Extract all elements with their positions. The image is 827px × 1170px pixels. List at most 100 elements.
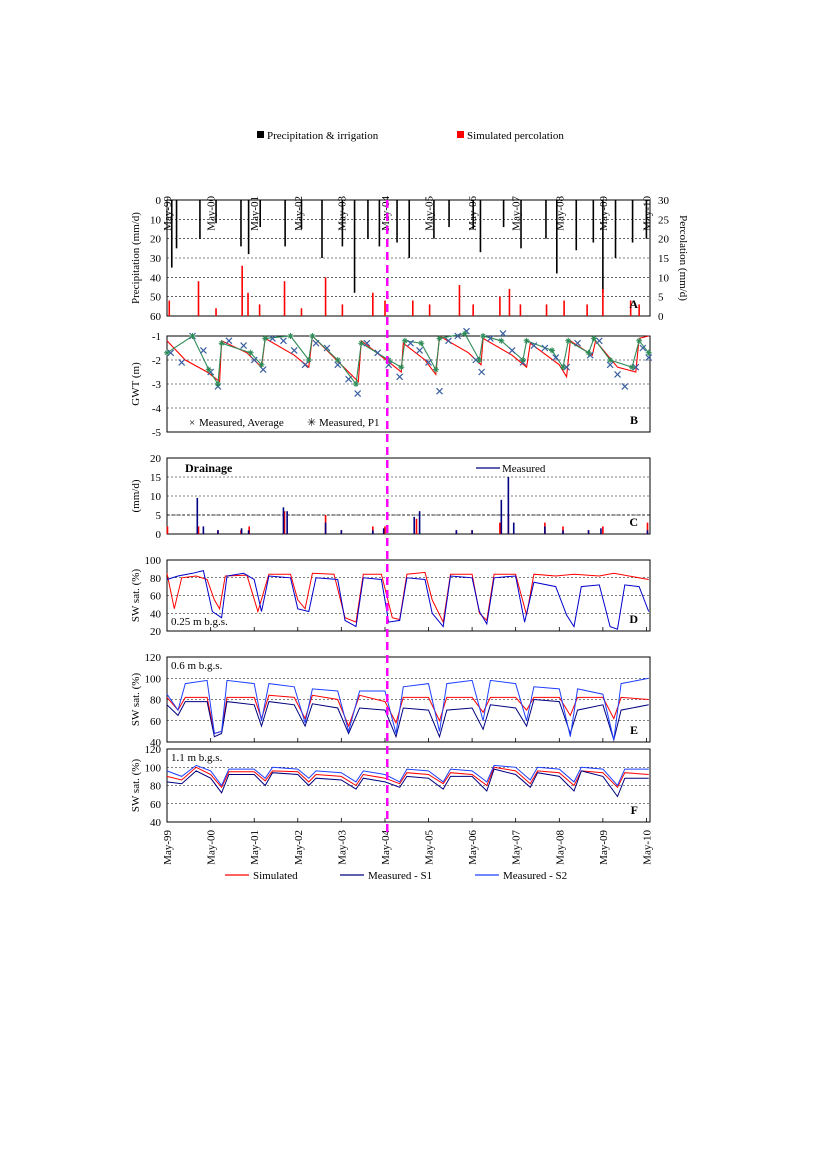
marker-measured-p1	[214, 381, 221, 387]
y-right-tick-label: 5	[658, 292, 664, 304]
marker-measured-average	[486, 334, 494, 342]
marker-measured-p1	[334, 357, 341, 363]
marker-measured-p1	[309, 333, 316, 339]
y-axis-label-sw-d: SW sat. (%)	[130, 569, 142, 623]
series-f-0	[166, 766, 649, 789]
y-d-tick-label: 40	[150, 608, 162, 620]
bottom-x-tick-label: May-07	[511, 830, 523, 865]
bottom-x-tick-label: May-03	[336, 830, 348, 865]
panel-title-drainage: Drainage	[185, 461, 233, 475]
legend-label-precipitation: Precipitation & irrigation	[267, 130, 379, 142]
marker-measured-p1	[629, 364, 636, 371]
y-b-tick-label: -4	[152, 403, 162, 415]
y-e-tick-label: 40	[150, 737, 162, 749]
bottom-x-tick-label: May-01	[249, 830, 261, 865]
marker-measured-p1	[585, 349, 592, 356]
legend-label-measured: Measured	[502, 463, 546, 475]
top-x-tick-label: May-10	[641, 196, 653, 231]
marker-measured-p1	[432, 366, 439, 373]
y-b-tick-label: -1	[152, 331, 161, 343]
marker-measured-average	[508, 346, 516, 354]
marker-measured-average	[639, 344, 647, 352]
y-e-tick-label: 100	[145, 673, 162, 685]
marker-measured-p1	[358, 340, 365, 347]
series-f-1	[166, 768, 649, 798]
marker-measured-average	[425, 358, 432, 366]
panel-letter-e: E	[630, 723, 638, 737]
legend-label-measured-s1: Measured - S1	[368, 870, 432, 882]
marker-measured-p1	[607, 357, 614, 363]
y-left-tick-label: 40	[150, 272, 162, 284]
marker-measured-p1	[519, 357, 526, 363]
marker-measured-average	[606, 361, 614, 369]
marker-measured-p1	[262, 335, 269, 342]
y-axis-label-percolation: Percolation (mm/d)	[677, 215, 689, 301]
series-e-1	[166, 698, 649, 742]
marker-measured-p1	[436, 335, 443, 342]
top-x-tick-label: May-04	[380, 196, 392, 231]
marker-measured-average	[436, 387, 443, 395]
legend-label-measured-average: Measured, Average	[199, 417, 284, 429]
top-x-tick-label: May-01	[249, 196, 261, 231]
marker-measured-average	[178, 358, 186, 366]
marker-measured-p1	[401, 337, 408, 344]
y-e-tick-label: 60	[150, 716, 162, 728]
legend-marker-avg: ×	[189, 417, 195, 429]
y-axis-label-sw-f: SW sat. (%)	[130, 759, 142, 813]
marker-measured-p1	[480, 333, 487, 339]
marker-measured-average	[199, 346, 207, 354]
series-d-0	[166, 571, 649, 624]
marker-measured-average	[530, 342, 538, 350]
y-d-tick-label: 80	[150, 573, 162, 585]
legend-label-measured-p1: Measured, P1	[319, 417, 380, 429]
y-left-tick-label: 30	[150, 253, 162, 265]
y-c-tick-label: 15	[150, 472, 162, 484]
marker-measured-p1	[560, 364, 567, 371]
y-b-tick-label: -3	[152, 379, 162, 391]
y-axis-label-gwt: GWT (m)	[130, 362, 142, 406]
y-left-tick-label: 0	[156, 195, 162, 207]
marker-measured-p1	[164, 349, 170, 356]
bottom-x-tick-label: May-09	[598, 830, 610, 865]
legend-swatch-precipitation	[257, 131, 264, 138]
marker-measured-average	[290, 346, 298, 354]
y-e-tick-label: 120	[145, 652, 162, 664]
series-f-2	[166, 764, 649, 787]
y-right-tick-label: 15	[658, 253, 670, 265]
marker-measured-average	[269, 334, 276, 342]
top-x-tick-label: May-09	[598, 196, 610, 231]
y-right-tick-label: 0	[658, 311, 664, 323]
y-f-tick-label: 40	[150, 817, 162, 829]
marker-measured-p1	[247, 349, 254, 356]
top-x-tick-label: May-00	[206, 196, 218, 231]
y-c-tick-label: 20	[150, 453, 162, 465]
marker-measured-p1	[590, 335, 597, 342]
marker-measured-p1	[565, 337, 572, 344]
marker-measured-average	[345, 375, 353, 383]
y-b-tick-label: -2	[152, 355, 161, 367]
y-left-tick-label: 60	[150, 311, 162, 323]
depth-label-f: 1.1 m b.g.s.	[171, 752, 223, 764]
series-d-1	[166, 569, 650, 630]
marker-measured-p1	[258, 361, 265, 368]
marker-measured-p1	[549, 347, 556, 354]
legend-label-percolation: Simulated percolation	[467, 130, 564, 142]
y-right-tick-label: 25	[658, 214, 670, 226]
top-x-tick-label: May-07	[511, 196, 523, 231]
legend-marker-p1: ✳	[307, 417, 316, 429]
bottom-x-tick-label: May-06	[467, 830, 479, 865]
marker-measured-average	[354, 390, 362, 398]
marker-measured-average	[499, 330, 507, 338]
marker-measured-average	[445, 337, 452, 345]
y-axis-label-precipitation: Precipitation (mm/d)	[130, 212, 142, 304]
marker-measured-average	[323, 344, 331, 352]
marker-measured-p1	[398, 364, 405, 371]
y-b-tick-label: -5	[152, 427, 162, 439]
marker-measured-p1	[645, 349, 652, 356]
series-e-2	[166, 677, 649, 741]
y-left-tick-label: 50	[150, 292, 162, 304]
depth-label-e: 0.6 m b.g.s.	[171, 660, 223, 672]
y-c-tick-label: 5	[156, 510, 162, 522]
marker-measured-p1	[636, 337, 643, 344]
